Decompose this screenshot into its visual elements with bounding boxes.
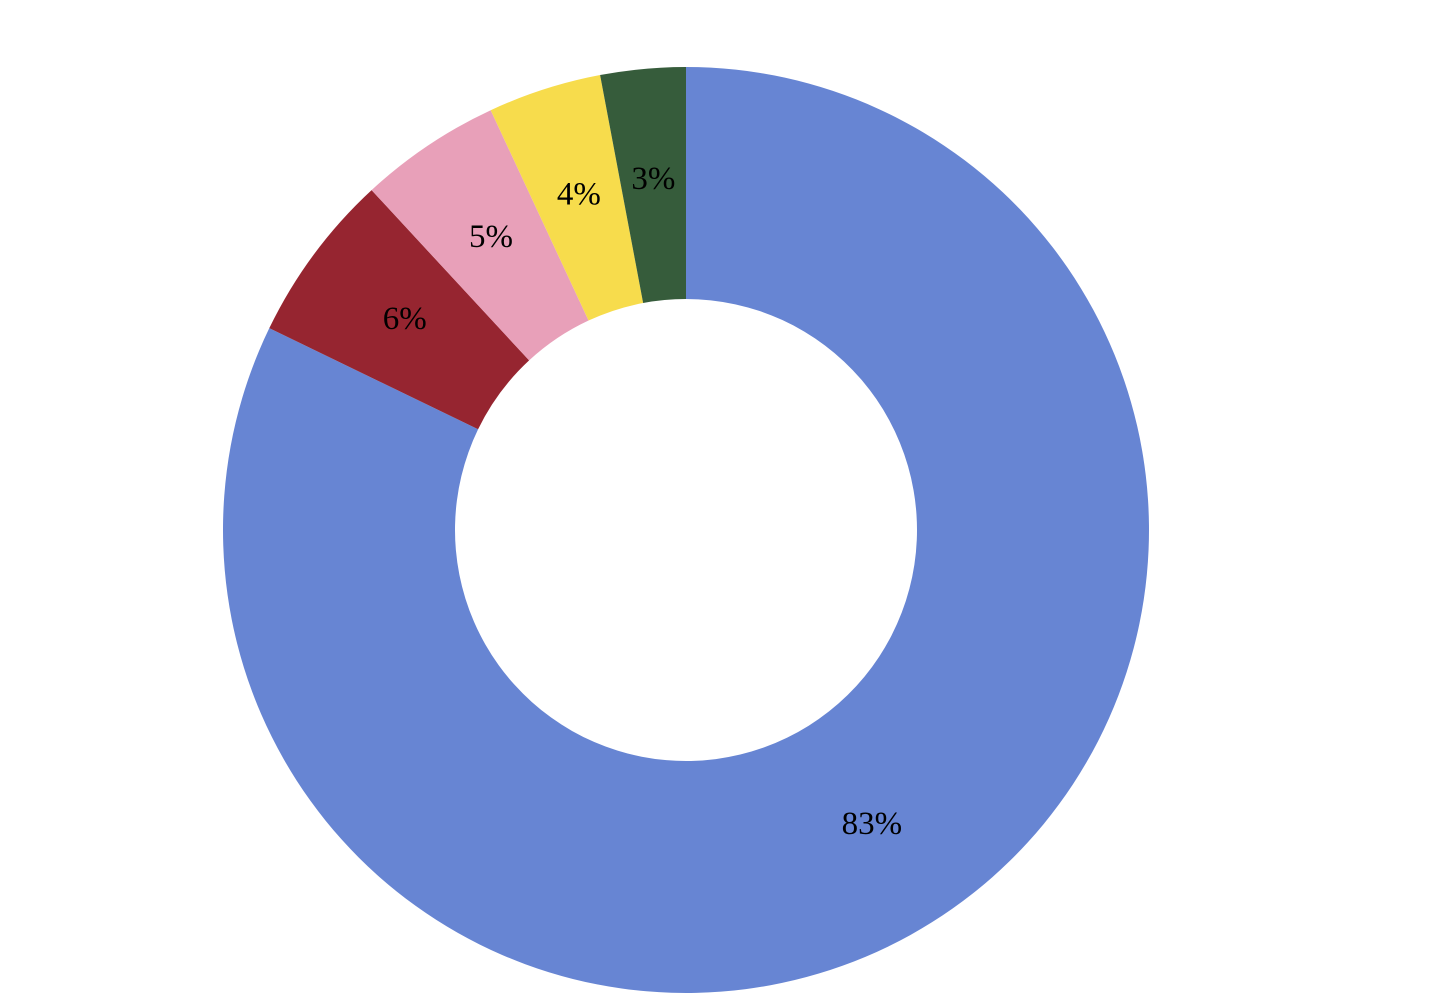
- value-label: 3%: [631, 161, 675, 197]
- value-label: 4%: [557, 176, 601, 212]
- donut-slice: [600, 67, 686, 304]
- donut-slice: [222, 67, 1150, 993]
- donut-slice: [269, 190, 530, 430]
- value-label: 6%: [383, 301, 427, 337]
- donut-slice: [371, 110, 589, 361]
- donut-slice: [490, 75, 644, 321]
- value-label: 5%: [469, 219, 513, 255]
- value-label: 83%: [842, 806, 903, 842]
